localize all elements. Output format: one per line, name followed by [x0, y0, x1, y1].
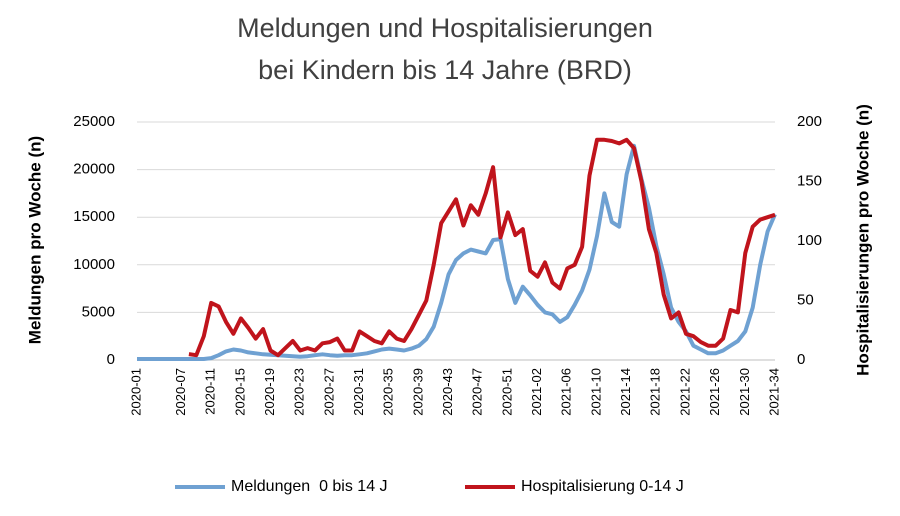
x-tick-label: 2021-18 — [648, 368, 663, 416]
x-tick-label: 2020-43 — [440, 368, 455, 416]
y2-tick-label: 100 — [797, 232, 822, 249]
x-tick-label: 2021-02 — [529, 368, 544, 416]
chart-title: Meldungen und Hospitalisierungen — [237, 13, 653, 43]
x-tick-label: 2021-10 — [588, 368, 603, 416]
series-line — [188, 137, 776, 358]
y-tick-label: 0 — [107, 351, 115, 368]
y2-tick-label: 200 — [797, 113, 822, 130]
x-tick-label: 2020-15 — [232, 368, 247, 416]
y-tick-label: 25000 — [73, 113, 115, 130]
x-tick-label: 2020-01 — [128, 368, 143, 416]
x-tick-label: 2021-22 — [677, 368, 692, 416]
x-tick-label: 2020-51 — [499, 368, 514, 416]
x-tick-label: 2020-31 — [351, 368, 366, 416]
y-axis-title: Meldungen pro Woche (n) — [25, 136, 44, 344]
y2-tick-label: 50 — [797, 291, 814, 308]
y2-tick-label: 150 — [797, 172, 822, 189]
x-tick-label: 2021-26 — [707, 368, 722, 416]
y2-axis-title: Hospitalisierungen pro Woche (n) — [853, 104, 872, 376]
x-tick-label: 2020-23 — [292, 368, 307, 416]
y-tick-label: 10000 — [73, 256, 115, 273]
y-tick-label: 15000 — [73, 208, 115, 225]
x-tick-label: 2020-11 — [203, 368, 218, 415]
x-tick-label: 2020-07 — [173, 368, 188, 416]
x-tick-label: 2020-35 — [381, 368, 396, 416]
x-tick-label: 2020-47 — [470, 368, 485, 416]
x-tick-label: 2021-34 — [766, 368, 781, 416]
x-tick-label: 2020-39 — [410, 368, 425, 416]
y-tick-label: 5000 — [82, 303, 115, 320]
series-line — [137, 143, 777, 361]
chart-title: bei Kindern bis 14 Jahre (BRD) — [258, 55, 632, 85]
legend-label: Meldungen 0 bis 14 J — [231, 478, 388, 495]
x-tick-label: 2020-27 — [321, 368, 336, 416]
x-tick-label: 2020-19 — [262, 368, 277, 416]
x-tick-label: 2021-06 — [559, 368, 574, 416]
x-tick-label: 2021-30 — [737, 368, 752, 416]
y2-tick-label: 0 — [797, 351, 805, 368]
x-tick-label: 2021-14 — [618, 368, 633, 416]
y-tick-label: 20000 — [73, 161, 115, 178]
legend-label: Hospitalisierung 0-14 J — [521, 478, 684, 495]
